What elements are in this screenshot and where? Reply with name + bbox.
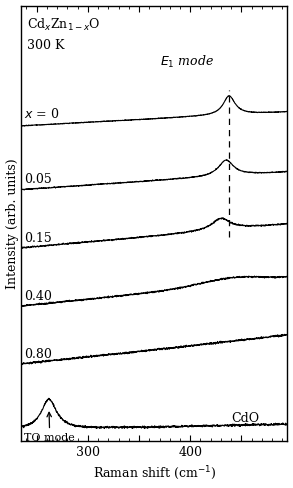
Text: TO mode: TO mode — [24, 412, 75, 443]
Y-axis label: Intensity (arb. units): Intensity (arb. units) — [6, 158, 18, 289]
Text: 0.15: 0.15 — [24, 232, 52, 244]
Text: Cd$_x$Zn$_{1-x}$O: Cd$_x$Zn$_{1-x}$O — [28, 17, 101, 33]
Text: 0.40: 0.40 — [24, 290, 52, 303]
Text: 0.05: 0.05 — [24, 174, 52, 186]
Text: 300 K: 300 K — [28, 40, 65, 52]
Text: $x$ = 0: $x$ = 0 — [24, 107, 60, 122]
Text: $E_1$ mode: $E_1$ mode — [159, 54, 214, 70]
X-axis label: Raman shift (cm$^{-1}$): Raman shift (cm$^{-1}$) — [93, 465, 216, 483]
Text: 0.80: 0.80 — [24, 348, 52, 361]
Text: CdO: CdO — [231, 412, 259, 425]
